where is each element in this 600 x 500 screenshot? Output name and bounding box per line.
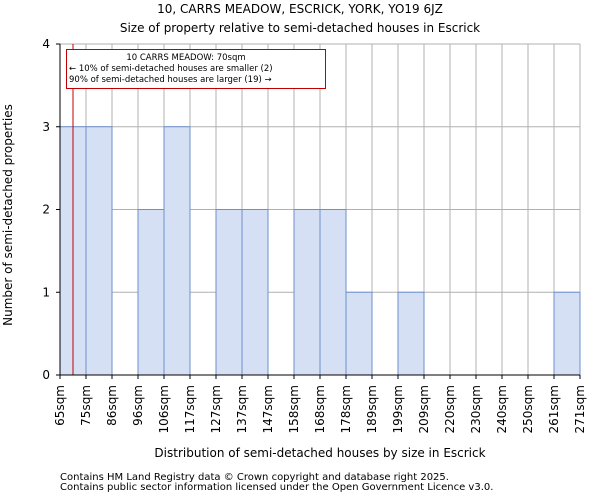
- annotation-larger: 90% of semi-detached houses are larger (…: [69, 75, 272, 85]
- x-tick-label: 261sqm: [547, 385, 561, 433]
- annotation-title: 10 CARRS MEADOW: 70sqm: [126, 53, 246, 63]
- x-tick-label: 117sqm: [183, 385, 197, 433]
- property-annotation-box: 10 CARRS MEADOW: 70sqm ← 10% of semi-det…: [66, 49, 326, 89]
- x-tick-label: 65sqm: [53, 385, 67, 426]
- x-tick-label: 209sqm: [417, 385, 431, 433]
- x-tick-label: 168sqm: [313, 385, 327, 433]
- x-tick-label: 189sqm: [365, 385, 379, 433]
- x-tick-label: 127sqm: [209, 385, 223, 433]
- footer-line-1: Contains HM Land Registry data © Crown c…: [60, 472, 449, 483]
- x-tick-label: 86sqm: [105, 385, 119, 426]
- chart-title: 10, CARRS MEADOW, ESCRICK, YORK, YO19 6J…: [157, 2, 443, 16]
- x-tick-label: 106sqm: [157, 385, 171, 433]
- x-axis-label: Distribution of semi-detached houses by …: [154, 446, 485, 460]
- chart-subtitle: Size of property relative to semi-detach…: [119, 21, 481, 35]
- histogram-bar: [241, 209, 269, 376]
- x-tick-label: 199sqm: [391, 385, 405, 433]
- histogram-bar: [215, 209, 243, 376]
- x-tick-label: 178sqm: [339, 385, 353, 433]
- annotation-smaller: ← 10% of semi-detached houses are smalle…: [69, 64, 273, 74]
- histogram-chart: 0 1 2 3 4 65sqm 75sqm 86sqm 96sqm 106sqm 117sqm 12…: [1, 37, 587, 460]
- histogram-bar: [163, 126, 191, 376]
- y-tick-label: 0: [42, 368, 50, 382]
- histogram-bar: [293, 209, 321, 376]
- y-axis-label: Number of semi-detached properties: [1, 104, 15, 326]
- histogram-bar: [553, 291, 581, 376]
- histogram-bar: [345, 291, 373, 376]
- x-tick-label: 147sqm: [261, 385, 275, 433]
- y-tick-label: 1: [42, 285, 50, 299]
- histogram-bar: [319, 209, 347, 376]
- x-tick-label: 137sqm: [235, 385, 249, 433]
- y-tick-label: 2: [42, 203, 50, 217]
- footer-attribution: Contains HM Land Registry data © Crown c…: [60, 473, 493, 493]
- histogram-bar: [397, 291, 425, 376]
- x-tick-label: 96sqm: [131, 385, 145, 426]
- histogram-bar: [137, 209, 165, 376]
- x-tick-label: 271sqm: [573, 385, 587, 433]
- x-tick-label: 75sqm: [79, 385, 93, 426]
- footer-line-2: Contains public sector information licen…: [60, 482, 494, 493]
- y-tick-label: 4: [42, 37, 50, 51]
- x-tick-label: 220sqm: [443, 385, 457, 433]
- x-tick-label: 158sqm: [287, 385, 301, 433]
- y-tick-label: 3: [42, 120, 50, 134]
- x-tick-label: 250sqm: [521, 385, 535, 433]
- x-tick-label: 230sqm: [469, 385, 483, 433]
- x-tick-label: 240sqm: [495, 385, 509, 433]
- histogram-bar: [85, 126, 113, 376]
